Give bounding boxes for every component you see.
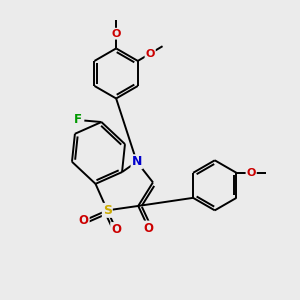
Text: O: O <box>79 214 89 227</box>
Text: F: F <box>74 112 82 126</box>
Text: O: O <box>146 49 155 58</box>
Text: S: S <box>103 204 112 217</box>
Text: O: O <box>112 29 121 39</box>
Text: O: O <box>111 223 121 236</box>
Text: O: O <box>247 168 256 178</box>
Text: O: O <box>143 221 154 235</box>
Text: N: N <box>132 155 142 168</box>
